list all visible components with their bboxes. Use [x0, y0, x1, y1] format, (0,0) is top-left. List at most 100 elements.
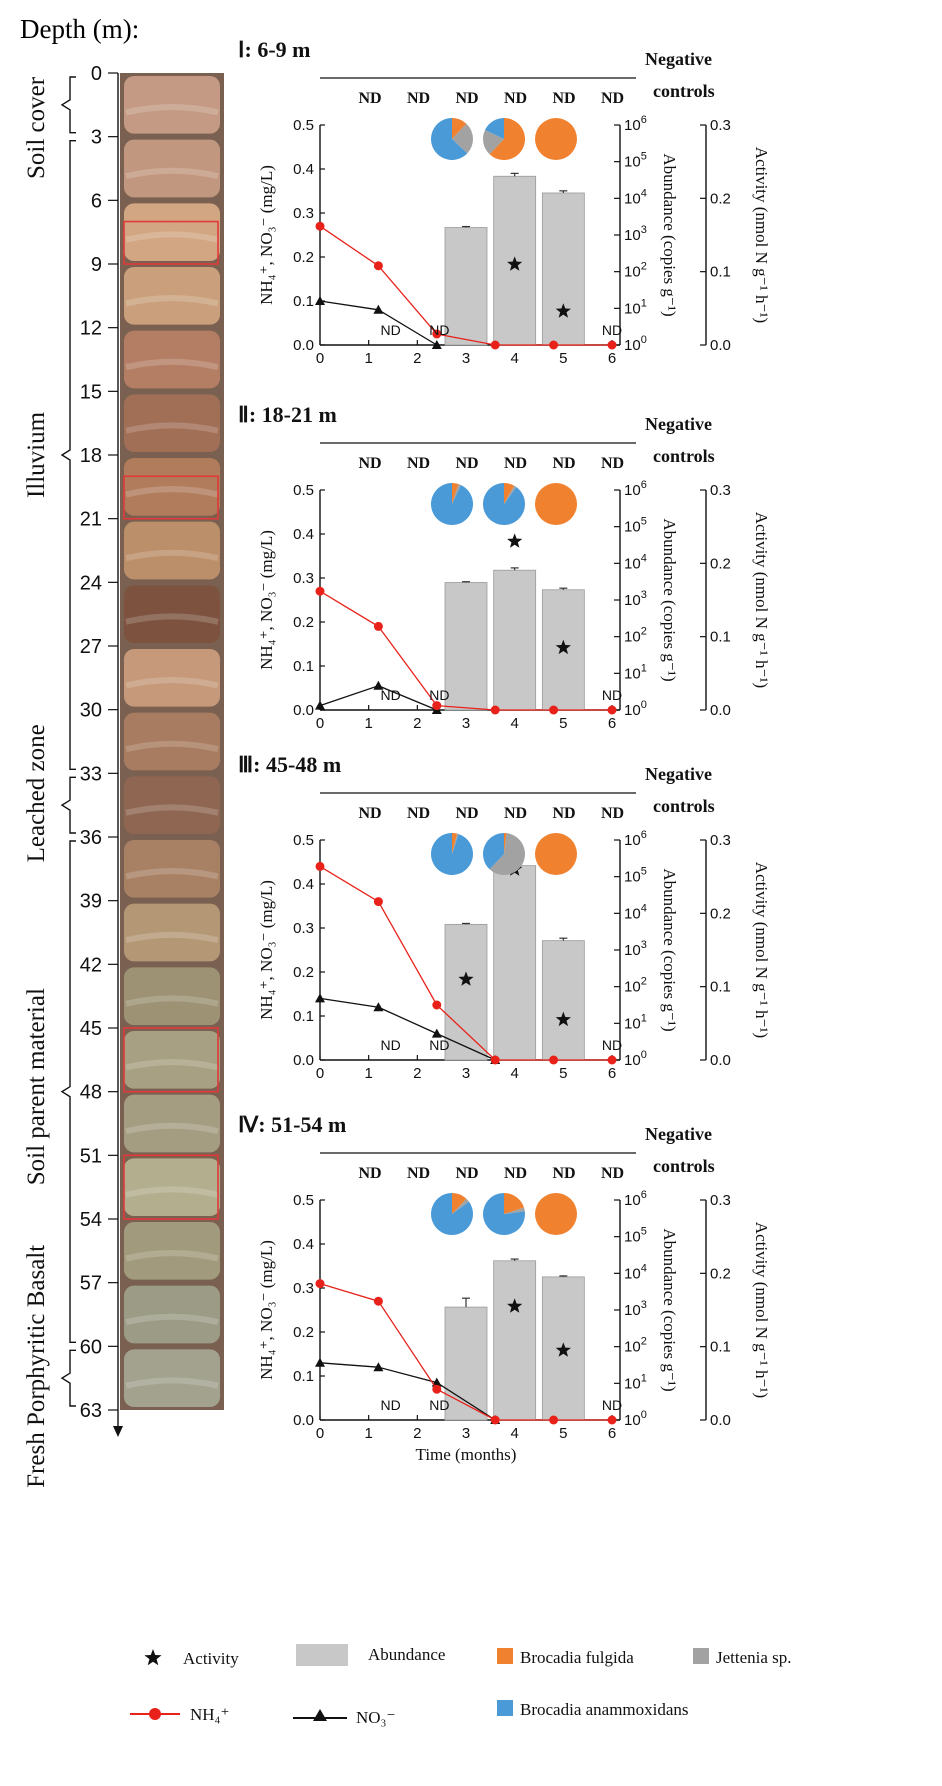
negative-control-nd: ND — [601, 805, 624, 822]
left-tick-label: 0.5 — [293, 832, 314, 849]
left-tick-label: 0.3 — [293, 205, 314, 222]
abundance-tick-label: 100 — [624, 334, 647, 354]
activity-tick-label: 0.2 — [710, 190, 731, 207]
plot-nd-label: ND — [429, 322, 449, 338]
no3-point — [315, 700, 325, 710]
left-tick-label: 0.2 — [293, 964, 314, 981]
pie-slice-jettenia — [452, 833, 459, 854]
nh4-point — [432, 701, 442, 711]
core-sample-bag — [124, 76, 220, 134]
nh4-point — [607, 1055, 617, 1065]
negative-controls-label: controls — [653, 81, 715, 101]
abundance-tick-label: 101 — [624, 1372, 647, 1392]
nh4-point — [490, 1415, 500, 1425]
panel-3: Ⅲ: 45-48 m ND ND ND ND ND ND Negative controls 0.… — [238, 752, 771, 1082]
x-axis-label: Time (months) — [416, 1445, 517, 1464]
abundance-bar — [541, 192, 585, 346]
depth-tick-label: 42 — [80, 954, 102, 976]
negative-control-nd: ND — [504, 455, 527, 472]
composition-pie — [482, 833, 525, 875]
depth-tick-label: 39 — [80, 891, 102, 913]
pie-slice-fulgida — [504, 483, 515, 504]
nh4-point — [373, 621, 383, 631]
abundance-tick-exponent: 0 — [641, 1409, 647, 1421]
pie-slice-fulgida — [535, 833, 577, 875]
abundance-tick-exponent: 4 — [641, 902, 647, 914]
activity-tick-label: 0.3 — [710, 482, 731, 499]
core-sample-bag — [124, 458, 220, 516]
pie-slice-fulgida — [452, 118, 467, 139]
x-tick-label: 2 — [413, 715, 421, 732]
core-sample-bag — [124, 967, 220, 1025]
negative-control-nd: ND — [552, 1165, 575, 1182]
abundance-bar — [444, 1306, 488, 1421]
left-tick-label: 0.1 — [293, 1008, 314, 1025]
composition-pie — [535, 483, 577, 525]
legend-no3-marker — [313, 1709, 327, 1721]
abundance-tick-label: 103 — [624, 224, 647, 244]
no3-point — [373, 1362, 384, 1372]
composition-pie — [482, 483, 525, 525]
abundance-tick-exponent: 0 — [641, 334, 647, 346]
negative-control-nd: ND — [455, 90, 478, 107]
negative-control-nd: ND — [358, 805, 381, 822]
abundance-tick-exponent: 5 — [641, 866, 647, 878]
x-tick-label: 2 — [413, 350, 421, 367]
activity-tick-label: 0.1 — [710, 629, 731, 646]
depth-tick-label: 45 — [80, 1018, 102, 1040]
abundance-tick-label: 101 — [624, 662, 647, 682]
core-sample-bag — [124, 776, 220, 834]
plot-nd-label: ND — [381, 687, 401, 703]
abundance-tick-exponent: 2 — [641, 976, 647, 988]
zone-bracket — [60, 139, 76, 771]
legend-fulgida-label: Brocadia fulgida — [520, 1648, 634, 1667]
activity-star — [555, 1011, 571, 1027]
activity-axis-label: Activity (nmol N g⁻¹ h⁻¹) — [752, 512, 771, 688]
x-tick-label: 0 — [316, 350, 324, 367]
nh4-point — [315, 586, 325, 596]
depth-tick-label: 21 — [80, 509, 102, 531]
left-tick-label: 0.5 — [293, 482, 314, 499]
abundance-tick-exponent: 2 — [641, 1336, 647, 1348]
x-tick-label: 5 — [559, 715, 567, 732]
depth-tick-label: 18 — [80, 445, 102, 467]
left-tick-label: 0.0 — [293, 1412, 314, 1429]
x-tick-label: 3 — [462, 715, 470, 732]
pie-slice-anammoxidans — [483, 1193, 525, 1235]
abundance-tick-exponent: 4 — [641, 552, 647, 564]
abundance-tick-exponent: 5 — [641, 516, 647, 528]
pie-slice-jettenia — [483, 130, 504, 155]
depth-tick-label: 33 — [80, 763, 102, 785]
core-bag-fold — [125, 104, 219, 116]
depth-tick-label: 0 — [91, 63, 102, 85]
negative-controls-label: controls — [653, 1156, 715, 1176]
composition-pie — [483, 1193, 525, 1235]
activity-tick-label: 0.3 — [710, 117, 731, 134]
negative-controls-label: controls — [653, 446, 715, 466]
abundance-tick-label: 105 — [624, 516, 647, 536]
negative-controls-label: Negative — [645, 49, 712, 69]
depth-tick-label: 60 — [80, 1336, 102, 1358]
core-bag-fold — [125, 1377, 219, 1389]
activity-tick-label: 0.1 — [710, 1339, 731, 1356]
abundance-tick-exponent: 1 — [641, 662, 647, 674]
left-tick-label: 0.3 — [293, 570, 314, 587]
negative-control-nd: ND — [455, 1165, 478, 1182]
panel-title: Ⅳ: 51-54 m — [238, 1112, 346, 1137]
nh4-point — [549, 705, 559, 715]
nh4-line — [319, 865, 612, 1061]
zone-label: Soil cover — [23, 76, 50, 179]
core-bag-fold — [125, 422, 219, 434]
pie-slice-fulgida — [452, 833, 458, 854]
depth-tick-label: 36 — [80, 827, 102, 849]
nh4-point — [607, 340, 617, 350]
x-tick-label: 1 — [364, 1065, 372, 1082]
nh4-point — [490, 705, 500, 715]
core-sample-bag — [124, 1285, 220, 1344]
no3-line — [319, 1362, 496, 1421]
core-bag-fold — [125, 868, 219, 880]
legend: Activity Abundance Brocadia fulgida Jetteni… — [130, 1644, 792, 1727]
core-sample-bag — [124, 903, 220, 962]
nh4-point — [432, 1384, 442, 1394]
pie-slice-anammoxidans — [484, 118, 504, 139]
